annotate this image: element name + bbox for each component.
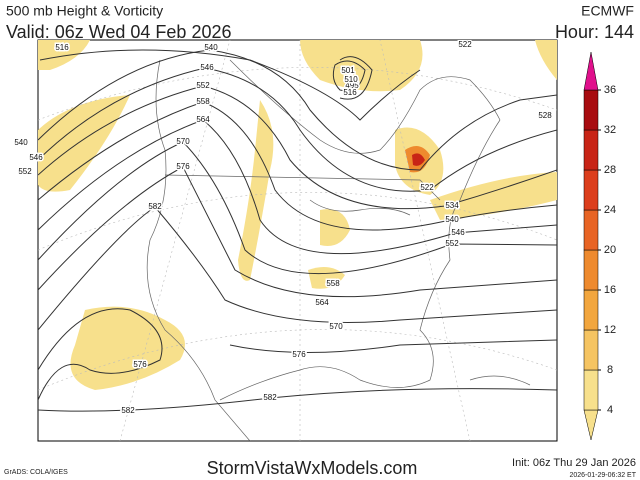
contour-label: 546	[451, 228, 465, 237]
forecast-hour: Hour: 144	[555, 22, 634, 42]
colorbar-label: 16	[604, 284, 616, 296]
contour-label: 501	[341, 66, 355, 75]
contour-label: 582	[148, 202, 162, 211]
contour-label: 510	[344, 75, 358, 84]
contour-label: 570	[176, 137, 190, 146]
graticule	[38, 40, 557, 441]
model-name: ECMWF	[581, 3, 634, 19]
colorbar-bottom	[583, 409, 599, 441]
colorbar-label: 32	[604, 124, 616, 136]
colorbar-top	[583, 51, 599, 91]
contour-label: 546	[29, 153, 43, 162]
contour-label: 546	[200, 63, 214, 72]
height-contours	[38, 49, 557, 412]
contour-label: 552	[445, 239, 459, 248]
map-title: 500 mb Height & Vorticity	[6, 3, 163, 19]
contour-label: 558	[326, 279, 340, 288]
site-name: StormVistaWxModels.com	[207, 458, 418, 478]
contour-label: 495	[345, 81, 359, 90]
contour-label: 564	[315, 298, 329, 307]
contour-label: 540	[204, 43, 218, 52]
contour-label: 534	[445, 201, 459, 210]
colorbar-segment	[583, 129, 599, 171]
contour-label: 540	[14, 138, 28, 147]
contour-label: 540	[445, 215, 459, 224]
colorbar-segment	[583, 89, 599, 131]
contour-label: 528	[538, 111, 552, 120]
valid-time: Valid: 06z Wed 04 Feb 2026	[6, 22, 231, 42]
contour-label: 552	[196, 81, 210, 90]
contour-label: 582	[121, 406, 135, 415]
contour-label: 558	[196, 97, 210, 106]
colorbar-segment	[583, 289, 599, 331]
colorbar-label: 20	[604, 244, 616, 256]
colorbar-segment	[583, 369, 599, 411]
contour-label: 576	[176, 162, 190, 171]
colorbar-label: 24	[604, 204, 616, 216]
colorbar: 4 8 12 16 20 24 28 32 36	[583, 51, 616, 441]
geography	[146, 59, 531, 441]
contour-label: 564	[196, 115, 210, 124]
contour-label: 522	[458, 40, 472, 49]
colorbar-segment	[583, 249, 599, 291]
contour-label: 522	[420, 183, 434, 192]
init-time: Init: 06z Thu 29 Jan 2026	[512, 457, 636, 469]
contour-label: 516	[343, 88, 357, 97]
colorbar-label: 12	[604, 324, 616, 336]
colorbar-segment	[583, 329, 599, 371]
timestamp: 2026-01-29-06:32 ET	[569, 472, 636, 479]
colorbar-label: 36	[604, 84, 616, 96]
colorbar-segment	[583, 209, 599, 251]
contour-label: 576	[133, 360, 147, 369]
software-credit: GrADS: COLA/IGES	[4, 469, 68, 476]
colorbar-label: 8	[607, 364, 613, 376]
contour-label: 576	[292, 350, 306, 359]
colorbar-segment	[583, 169, 599, 211]
colorbar-label: 28	[604, 164, 616, 176]
vorticity-shading	[38, 40, 557, 390]
vorticity-core	[412, 153, 425, 166]
contour-label: 552	[18, 167, 32, 176]
colorbar-label: 4	[607, 404, 613, 416]
contour-label: 516	[55, 43, 69, 52]
contour-label: 570	[329, 322, 343, 331]
contour-label: 582	[263, 393, 277, 402]
